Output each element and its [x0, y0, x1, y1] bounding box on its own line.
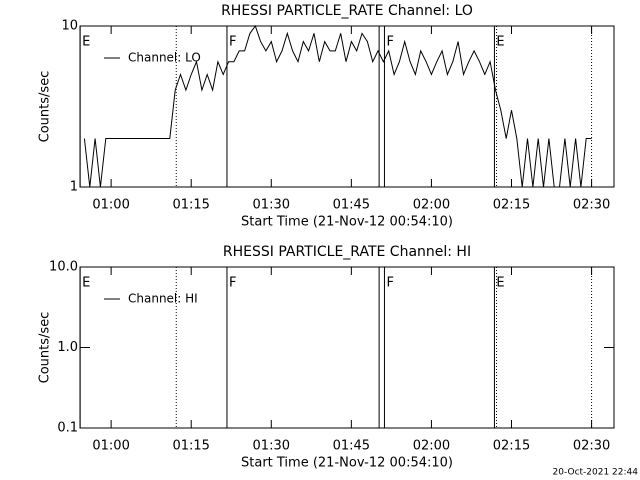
y-tick-label: 0.1	[57, 421, 78, 436]
event-label: E	[82, 35, 90, 50]
x-tick-label: 02:00	[413, 439, 450, 454]
x-axis-label: Start Time (21-Nov-12 00:54:10)	[241, 215, 453, 230]
x-tick-label: 01:45	[333, 439, 370, 454]
x-axis-label: Start Time (21-Nov-12 00:54:10)	[241, 456, 453, 471]
y-tick-label: 10.0	[49, 260, 78, 275]
data-line	[83, 24, 592, 188]
event-label: F	[229, 35, 236, 50]
x-tick-label: 01:00	[92, 439, 129, 454]
x-tick-label: 02:15	[493, 198, 530, 213]
y-tick-label: 1.0	[57, 340, 78, 355]
x-tick-label: 01:30	[253, 198, 290, 213]
event-label: F	[229, 276, 236, 291]
y-axis-label: Counts/sec	[38, 312, 53, 384]
x-tick-label: 02:15	[493, 439, 530, 454]
x-tick-label: 01:15	[172, 198, 209, 213]
chart-title: RHESSI PARTICLE_RATE Channel: LO	[221, 3, 473, 19]
x-tick-label: 01:00	[92, 198, 129, 213]
event-label: E	[496, 276, 504, 291]
x-tick-label: 02:30	[573, 198, 610, 213]
event-label: E	[82, 276, 90, 291]
legend-label: Channel: HI	[128, 292, 198, 306]
x-tick-label: 02:00	[413, 198, 450, 213]
legend-label: Channel: LO	[128, 51, 201, 65]
chart-title: RHESSI PARTICLE_RATE Channel: HI	[223, 244, 471, 260]
x-tick-label: 01:15	[172, 439, 209, 454]
x-tick-label: 01:30	[253, 439, 290, 454]
event-label: F	[386, 35, 393, 50]
timestamp: 20-Oct-2021 22:44	[553, 468, 639, 478]
x-tick-label: 01:45	[333, 198, 370, 213]
event-label: F	[386, 276, 393, 291]
x-tick-label: 02:30	[573, 439, 610, 454]
y-axis-label: Counts/sec	[38, 71, 53, 143]
event-label: E	[496, 35, 504, 50]
y-tick-label: 1	[70, 180, 78, 195]
y-tick-label: 10	[61, 19, 78, 34]
